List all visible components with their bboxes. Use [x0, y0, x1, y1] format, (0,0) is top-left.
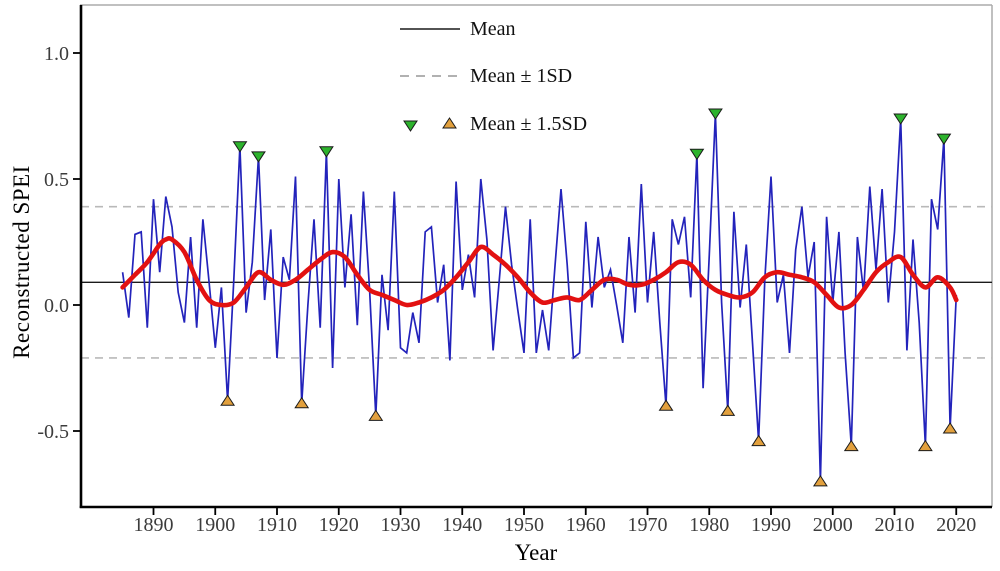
dry-extreme-marker — [658, 399, 674, 411]
x-tick-label: 2020 — [936, 514, 976, 536]
legend-item-mean-1-5sd: Mean ± 1.5SD — [398, 112, 587, 136]
x-tick-label: 2000 — [813, 514, 853, 536]
smoothed-spei-line — [120, 236, 959, 311]
dry-extreme-marker — [720, 404, 736, 416]
mean-line-swatch — [400, 28, 460, 30]
x-tick-label: 1960 — [566, 514, 606, 536]
legend-label-mean-1sd: Mean ± 1SD — [470, 64, 573, 87]
x-tick-label: 1930 — [381, 514, 421, 536]
wet-extreme-marker — [251, 151, 266, 163]
dry-extreme-marker — [812, 474, 828, 487]
wet-extreme-marker — [318, 146, 334, 158]
x-tick-label: 1990 — [751, 514, 791, 536]
dry-extreme-marker — [751, 434, 767, 447]
legend-item-mean: Mean — [398, 17, 516, 41]
x-tick-label: 1900 — [195, 514, 235, 536]
x-tick-label: 1890 — [134, 514, 174, 536]
dry-extreme-marker — [843, 439, 859, 452]
x-tick-label: 1910 — [257, 514, 297, 536]
y-tick-label: 1.0 — [44, 43, 69, 65]
extreme-markers-swatch — [403, 117, 457, 132]
legend-item-mean-1sd: Mean ± 1SD — [398, 64, 572, 88]
x-tick-label: 1970 — [628, 514, 668, 536]
dry-extreme-marker — [294, 396, 310, 409]
x-tick-label: 2010 — [875, 514, 915, 536]
x-tick-label: 1940 — [442, 514, 482, 536]
legend-label-mean: Mean — [470, 17, 516, 40]
dry-extreme-marker — [917, 439, 933, 452]
y-tick-label: 0.5 — [44, 169, 69, 191]
wet-extreme-marker — [708, 108, 723, 120]
dry-extreme-marker — [220, 394, 236, 406]
dry-extreme-marker — [368, 409, 384, 421]
triangle-down-icon — [403, 120, 418, 132]
y-axis-title: Reconstructed SPEI — [9, 165, 34, 359]
x-axis-title: Year — [514, 540, 558, 565]
y-tick-label: -0.5 — [37, 421, 69, 443]
wet-extreme-marker — [232, 141, 248, 153]
annual-spei-line — [121, 113, 958, 482]
dry-extreme-marker — [942, 422, 958, 434]
y-tick-label: 0.0 — [44, 295, 69, 317]
wet-extreme-marker — [936, 133, 952, 146]
triangle-up-icon — [442, 117, 457, 129]
sd-dashed-swatch — [400, 75, 460, 77]
x-tick-label: 1980 — [689, 514, 729, 536]
legend-label-mean-1-5sd: Mean ± 1.5SD — [470, 112, 588, 135]
x-tick-label: 1920 — [319, 514, 359, 536]
x-tick-label: 1950 — [504, 514, 544, 536]
wet-extreme-marker — [893, 113, 909, 125]
wet-extreme-marker — [689, 148, 705, 161]
